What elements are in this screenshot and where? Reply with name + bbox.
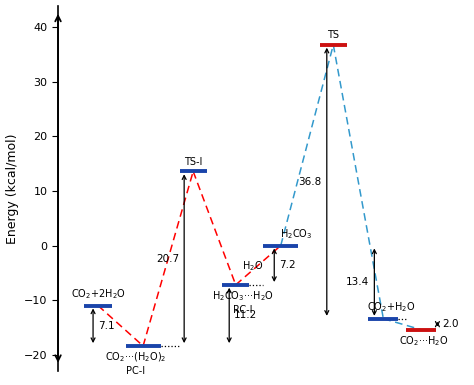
Text: 36.8: 36.8 (299, 177, 322, 187)
Text: H$_2$O: H$_2$O (242, 259, 263, 273)
Text: CO$_2$···H$_2$O: CO$_2$···H$_2$O (399, 334, 448, 348)
Text: TS: TS (328, 30, 339, 40)
Text: 20.7: 20.7 (156, 254, 179, 264)
Text: H$_2$CO$_3$: H$_2$CO$_3$ (280, 228, 312, 241)
Y-axis label: Energy (kcal/mol): Energy (kcal/mol) (6, 133, 18, 244)
Text: 11.2: 11.2 (234, 310, 257, 320)
Text: 13.4: 13.4 (346, 277, 369, 287)
Text: 7.2: 7.2 (279, 260, 296, 270)
Text: CO$_2$+H$_2$O: CO$_2$+H$_2$O (366, 301, 415, 314)
Text: CO$_2$···(H$_2$O)$_2$
PC-I: CO$_2$···(H$_2$O)$_2$ PC-I (105, 350, 166, 375)
Text: 2.0: 2.0 (442, 319, 459, 329)
Text: 7.1: 7.1 (98, 321, 115, 331)
Text: TS-I: TS-I (184, 157, 202, 167)
Text: CO$_2$+2H$_2$O: CO$_2$+2H$_2$O (71, 288, 126, 301)
Text: H$_2$CO$_3$···H$_2$O
RC-I: H$_2$CO$_3$···H$_2$O RC-I (212, 289, 274, 315)
